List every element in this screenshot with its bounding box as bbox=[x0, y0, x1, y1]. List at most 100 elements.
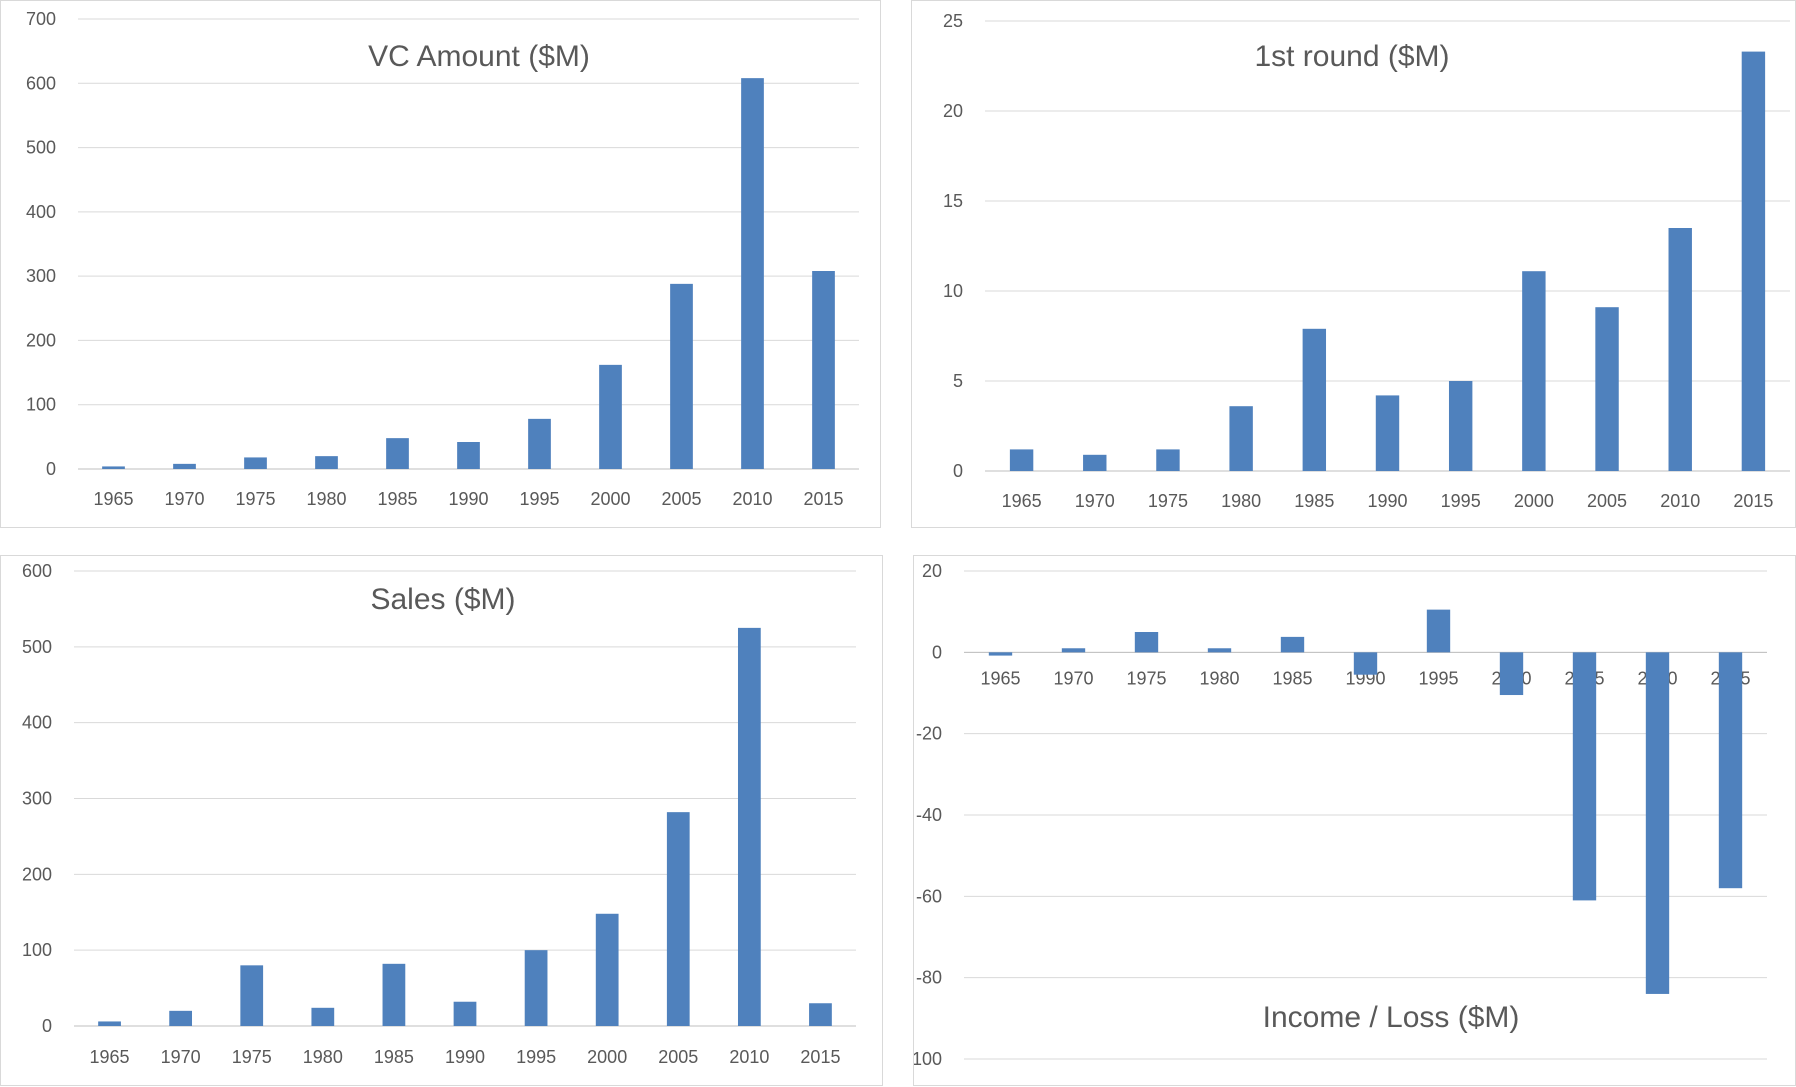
y-tick-label: -60 bbox=[916, 886, 942, 906]
x-tick-label: 1975 bbox=[232, 1047, 272, 1067]
bar bbox=[988, 652, 1013, 656]
x-tick-label: 2010 bbox=[1660, 491, 1700, 511]
bar bbox=[244, 457, 267, 469]
x-tick-label: 2005 bbox=[1587, 491, 1627, 511]
bar bbox=[453, 1001, 477, 1026]
chart-title: Income / Loss ($M) bbox=[1263, 1001, 1520, 1034]
bar bbox=[1156, 449, 1180, 471]
x-tick-label: 1985 bbox=[377, 489, 417, 509]
bar bbox=[1061, 648, 1086, 653]
y-tick-label: 500 bbox=[26, 138, 56, 158]
y-tick-label: 25 bbox=[943, 11, 963, 31]
bar bbox=[599, 364, 622, 469]
bar bbox=[1353, 652, 1378, 675]
x-tick-label: 1970 bbox=[161, 1047, 201, 1067]
bar bbox=[741, 78, 764, 470]
x-tick-label: 1990 bbox=[1367, 491, 1407, 511]
bar bbox=[382, 963, 406, 1026]
x-tick-label: 1980 bbox=[1221, 491, 1261, 511]
y-tick-label: 10 bbox=[943, 281, 963, 301]
y-tick-label: 15 bbox=[943, 191, 963, 211]
bar bbox=[528, 418, 551, 469]
vc-amount-chart-svg: 0 100 200 300 400 500 600 700 VC Amount ($M) 1965… bbox=[26, 9, 859, 509]
bar bbox=[737, 627, 761, 1026]
x-tick-label: 2015 bbox=[1733, 491, 1773, 511]
bar bbox=[670, 283, 693, 469]
bar bbox=[240, 965, 264, 1026]
y-tick-label: 200 bbox=[26, 330, 56, 350]
y-tick-label: 100 bbox=[22, 940, 52, 960]
x-tick-label: 1980 bbox=[303, 1047, 343, 1067]
y-tick-label: 20 bbox=[943, 101, 963, 121]
x-tick-label: 1970 bbox=[164, 489, 204, 509]
y-tick-label: 5 bbox=[953, 371, 963, 391]
sales-chart: 0 100 200 300 400 500 600 Sales ($M) 1965 1970 197… bbox=[0, 555, 883, 1086]
y-tick-label: 0 bbox=[42, 1016, 52, 1036]
bar bbox=[98, 1021, 121, 1026]
x-tick-label: 2010 bbox=[729, 1047, 769, 1067]
y-tick-label: 400 bbox=[26, 202, 56, 222]
x-tick-label: 1965 bbox=[980, 668, 1020, 688]
bar bbox=[173, 463, 196, 469]
bar bbox=[1448, 381, 1473, 471]
x-tick-label: 1995 bbox=[1418, 668, 1458, 688]
y-tick-label: 100 bbox=[26, 395, 56, 415]
x-tick-label: 1975 bbox=[1126, 668, 1166, 688]
y-tick-label: 400 bbox=[22, 713, 52, 733]
x-tick-label: 1985 bbox=[1272, 668, 1312, 688]
bar bbox=[1522, 271, 1546, 471]
y-tick-label: 300 bbox=[26, 266, 56, 286]
y-tick-label: 20 bbox=[922, 561, 942, 581]
y-tick-label: 0 bbox=[953, 461, 963, 481]
y-tick-label: -40 bbox=[916, 805, 942, 825]
bar bbox=[315, 456, 338, 469]
bar bbox=[666, 812, 690, 1026]
bar bbox=[1718, 652, 1743, 889]
x-tick-label: 1970 bbox=[1075, 491, 1115, 511]
x-tick-label: 1985 bbox=[374, 1047, 414, 1067]
bar bbox=[1426, 609, 1451, 653]
sales-chart-svg: 0 100 200 300 400 500 600 Sales ($M) 1965 1970 197… bbox=[22, 561, 856, 1067]
bar bbox=[1134, 632, 1159, 653]
x-tick-label: 2000 bbox=[1514, 491, 1554, 511]
income-loss-chart-svg: 20 0 -20 -40 -60 -80 -100 Income / Loss ($M) 196… bbox=[914, 561, 1767, 1069]
bar bbox=[1668, 228, 1692, 471]
bar bbox=[809, 1003, 832, 1026]
x-tick-label: 1970 bbox=[1053, 668, 1093, 688]
x-tick-label: 1975 bbox=[235, 489, 275, 509]
bar bbox=[169, 1010, 193, 1026]
bar bbox=[1229, 406, 1253, 471]
y-tick-label: 300 bbox=[22, 789, 52, 809]
y-tick-label: 600 bbox=[22, 561, 52, 581]
y-tick-label: 200 bbox=[22, 864, 52, 884]
bar bbox=[595, 913, 619, 1026]
x-tick-label: 2000 bbox=[590, 489, 630, 509]
vc-amount-chart: 0 100 200 300 400 500 600 700 VC Amount ($M) 1965… bbox=[0, 0, 881, 528]
bar bbox=[1207, 648, 1232, 653]
bar bbox=[1645, 652, 1670, 994]
bar bbox=[102, 466, 125, 469]
bar bbox=[812, 271, 835, 469]
x-tick-label: 2015 bbox=[800, 1047, 840, 1067]
first-round-chart-svg: 0 5 10 15 20 25 1st round ($M) 1965 1970 1975 1980… bbox=[943, 11, 1790, 511]
bar bbox=[1741, 51, 1766, 471]
y-tick-label: 0 bbox=[46, 459, 56, 479]
bar bbox=[311, 1007, 335, 1026]
x-tick-label: 2005 bbox=[658, 1047, 698, 1067]
bar bbox=[1572, 652, 1597, 901]
first-round-chart: 0 5 10 15 20 25 1st round ($M) 1965 1970 1975 1980… bbox=[911, 0, 1796, 528]
y-tick-label: -20 bbox=[916, 724, 942, 744]
x-tick-label: 1990 bbox=[448, 489, 488, 509]
bar bbox=[1009, 449, 1034, 471]
x-tick-label: 1995 bbox=[1441, 491, 1481, 511]
bar bbox=[386, 438, 409, 469]
bar bbox=[1375, 395, 1400, 471]
bar bbox=[1595, 307, 1619, 471]
x-tick-label: 1965 bbox=[93, 489, 133, 509]
bar bbox=[524, 950, 548, 1026]
x-tick-label: 1965 bbox=[1002, 491, 1042, 511]
y-tick-label: -100 bbox=[914, 1049, 942, 1069]
x-tick-label: 1995 bbox=[516, 1047, 556, 1067]
chart-title: 1st round ($M) bbox=[1254, 40, 1449, 73]
bar bbox=[1302, 328, 1327, 471]
